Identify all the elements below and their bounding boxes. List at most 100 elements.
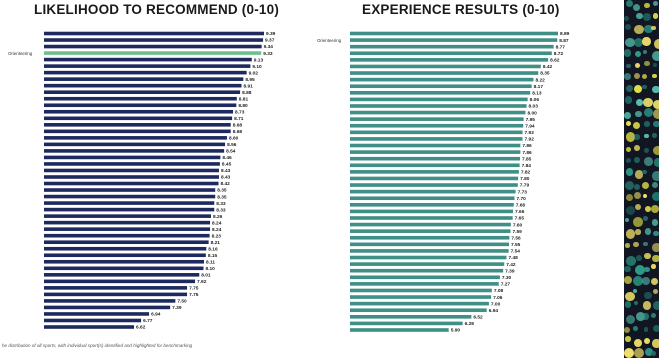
data-label: 8.23 (212, 233, 222, 239)
data-label: 8.56 (227, 142, 237, 148)
bar (350, 209, 514, 214)
decorative-dot (643, 338, 651, 345)
data-label: 6.94 (151, 312, 161, 318)
bar (44, 142, 226, 147)
bar (350, 117, 524, 121)
decorative-dot (651, 25, 656, 31)
decorative-dot (626, 255, 637, 266)
bar (350, 282, 499, 286)
data-label: 9.13 (254, 57, 264, 63)
data-label: 7.50 (177, 299, 187, 305)
decorative-dot (624, 276, 632, 284)
decorative-dot (644, 2, 651, 9)
decorative-dot (625, 0, 633, 8)
decorative-dot (626, 314, 636, 324)
bar (44, 305, 171, 310)
decorative-dot (634, 204, 641, 211)
data-label: 7.30 (502, 275, 512, 281)
bar (44, 96, 237, 101)
data-label: 8.01 (201, 273, 211, 279)
decorative-dot (644, 266, 650, 272)
data-label: 8.21 (211, 240, 221, 246)
bar (44, 175, 219, 179)
decorative-dot (633, 73, 640, 80)
bar (350, 31, 558, 36)
decorative-dot (642, 181, 650, 190)
decorative-dot (626, 206, 636, 216)
bar (350, 97, 528, 102)
bar (44, 325, 135, 329)
decorative-dot (625, 132, 636, 142)
data-label: 7.00 (491, 301, 501, 307)
bar (350, 38, 558, 42)
decorative-dot (652, 13, 659, 19)
bar (44, 51, 262, 55)
decorative-dot (626, 85, 633, 93)
data-label: 8.00 (527, 110, 537, 116)
bar (350, 196, 515, 201)
bar (44, 233, 210, 238)
decorative-dot (635, 312, 645, 322)
decorative-dot (652, 254, 659, 263)
bar (44, 299, 176, 303)
bar (44, 83, 242, 88)
data-label: 7.55 (511, 242, 521, 248)
decorative-dot (626, 158, 631, 164)
decorative-dot (626, 147, 631, 153)
bar (350, 183, 518, 187)
data-label: 7.70 (517, 196, 527, 202)
data-label: 7.73 (518, 189, 528, 195)
data-label: 8.87 (559, 38, 569, 44)
decorative-dot (644, 252, 651, 259)
bar (44, 266, 204, 271)
data-label: 8.24 (212, 227, 222, 233)
decorative-dot (653, 158, 659, 167)
bar (350, 328, 449, 332)
data-label: 7.68 (516, 203, 526, 209)
data-label: 8.88 (242, 90, 252, 96)
data-label: 8.33 (216, 201, 226, 207)
bar (350, 150, 521, 154)
data-label: 7.92 (525, 137, 535, 143)
data-label: 6.28 (465, 321, 475, 327)
data-label: 7.86 (522, 143, 532, 149)
data-label: 7.42 (506, 262, 516, 268)
data-label: 7.59 (512, 229, 522, 235)
data-label: 8.16 (208, 246, 218, 252)
data-label: 8.95 (245, 77, 255, 83)
decorative-dot (626, 229, 636, 239)
data-label: 8.60 (229, 136, 239, 142)
decorative-dot (642, 37, 651, 46)
decorative-dot (652, 339, 659, 348)
decorative-dot (633, 85, 642, 94)
data-label: 7.08 (494, 288, 504, 294)
bar (44, 214, 211, 218)
bar (350, 90, 531, 95)
chart-title-recommend: LIKELIHOOD TO RECOMMEND (0-10) (34, 2, 280, 17)
bar (350, 229, 511, 233)
decorative-dot (652, 171, 659, 181)
bar (350, 249, 509, 253)
data-label: 8.22 (536, 77, 546, 83)
decorative-dot (633, 121, 641, 129)
bar (350, 71, 539, 75)
bar (44, 318, 142, 323)
decorative-dot (635, 229, 641, 235)
bar (350, 295, 492, 299)
data-label: 7.86 (522, 150, 532, 156)
data-label: 9.02 (249, 70, 259, 76)
data-label: 6.52 (473, 315, 483, 321)
data-label: 7.80 (520, 176, 530, 182)
decorative-dot (625, 24, 632, 31)
decorative-dot (625, 180, 635, 191)
decorative-dot (634, 24, 644, 35)
data-label: 7.79 (520, 183, 530, 189)
decorative-dot (652, 324, 659, 332)
bar (350, 176, 519, 181)
decorative-dot (652, 85, 659, 94)
decorative-dot (652, 108, 659, 119)
decorative-dot (625, 243, 630, 248)
data-label: 8.13 (532, 91, 542, 97)
data-label: 8.35 (217, 188, 227, 194)
bar (350, 268, 504, 273)
